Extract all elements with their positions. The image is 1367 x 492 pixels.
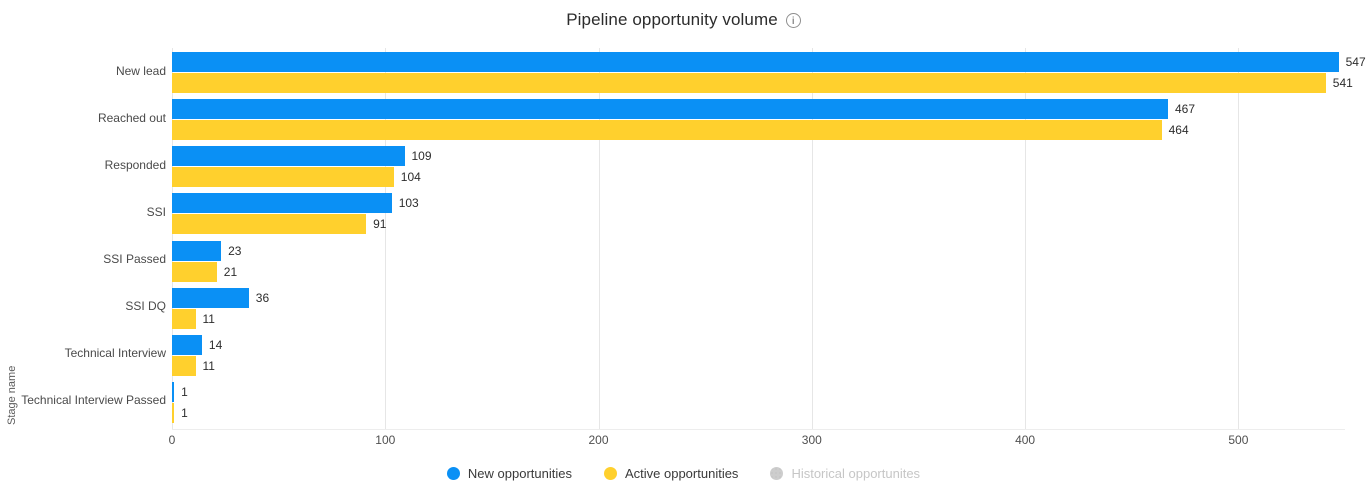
bar-value-label: 11 bbox=[202, 358, 215, 373]
bar-value-label: 23 bbox=[228, 243, 242, 258]
legend-item-new-opportunities[interactable]: New opportunities bbox=[446, 466, 572, 481]
bar-value-label: 103 bbox=[398, 196, 419, 211]
gridline-500 bbox=[1238, 48, 1240, 429]
bar-responded-new[interactable] bbox=[172, 146, 405, 167]
bar-ssi-new[interactable] bbox=[172, 193, 392, 214]
bar-reached-out-active[interactable] bbox=[172, 120, 1162, 141]
bar-value-label: 11 bbox=[202, 311, 215, 326]
legend-label: New opportunities bbox=[467, 466, 572, 481]
bar-ssi-dq-new[interactable] bbox=[172, 287, 249, 308]
category-label-responded: Responded bbox=[104, 157, 166, 172]
bar-ssi-passed-new[interactable] bbox=[172, 240, 222, 261]
chart-header: Pipeline opportunity volume i bbox=[0, 10, 1367, 30]
x-axis-line bbox=[172, 429, 1345, 430]
bar-value-label: 467 bbox=[1175, 102, 1196, 117]
legend-item-active-opportunities[interactable]: Active opportunities bbox=[603, 466, 739, 481]
legend-dot bbox=[770, 467, 784, 480]
category-label-reached-out: Reached out bbox=[97, 110, 166, 125]
plot-area: 547 541 467 464 109 104 103 91 23 21 36 11 14 11 1 1 bbox=[172, 48, 1366, 429]
bar-value-label: 21 bbox=[223, 264, 238, 279]
bar-value-label: 36 bbox=[255, 290, 270, 305]
legend-dot bbox=[446, 467, 460, 480]
gridline-0 bbox=[172, 48, 173, 429]
bar-value-label: 109 bbox=[411, 149, 432, 164]
bar-new-lead-active[interactable] bbox=[172, 73, 1326, 93]
bar-responded-active[interactable] bbox=[172, 167, 394, 188]
bar-value-label: 91 bbox=[373, 217, 387, 232]
chart-title: Pipeline opportunity volume bbox=[566, 10, 778, 29]
category-label-technical-interview-passed: Technical Interview Passed bbox=[21, 393, 166, 408]
category-label-ssi: SSI bbox=[146, 204, 166, 219]
bar-technical-interview-active[interactable] bbox=[172, 355, 196, 376]
gridline-300 bbox=[811, 48, 813, 429]
bar-value-label: 1 bbox=[181, 405, 188, 420]
bar-value-label: 547 bbox=[1345, 55, 1366, 69]
bar-new-lead-new[interactable] bbox=[172, 52, 1339, 72]
bar-value-label: 104 bbox=[400, 170, 421, 185]
bar-technical-interview-new[interactable] bbox=[172, 334, 202, 355]
category-label-technical-interview: Technical Interview bbox=[64, 346, 166, 361]
legend-dot bbox=[603, 467, 617, 480]
gridline-100 bbox=[385, 48, 387, 429]
legend-item-historical-opportunites[interactable]: Historical opportunites bbox=[770, 466, 920, 481]
bar-ssi-active[interactable] bbox=[172, 214, 367, 235]
gridline-200 bbox=[598, 48, 600, 429]
x-tick-label-100: 100 bbox=[375, 433, 396, 447]
gridline-400 bbox=[1025, 48, 1027, 429]
x-tick-label-400: 400 bbox=[1015, 433, 1036, 447]
bar-technical-interview-passed-new[interactable] bbox=[172, 381, 175, 402]
bar-reached-out-new[interactable] bbox=[172, 99, 1168, 120]
bar-ssi-passed-active[interactable] bbox=[172, 261, 217, 282]
x-tick-label-500: 500 bbox=[1228, 433, 1249, 447]
info-icon[interactable]: i bbox=[785, 12, 801, 28]
legend-label: Active opportunities bbox=[624, 466, 739, 481]
x-tick-label-300: 300 bbox=[801, 433, 822, 447]
bar-ssi-dq-active[interactable] bbox=[172, 308, 196, 329]
category-label-ssi-passed: SSI Passed bbox=[103, 252, 166, 267]
category-label-new-lead: New lead bbox=[115, 63, 166, 78]
y-axis-title: Stage name bbox=[6, 365, 18, 425]
legend: New opportunities Active opportunities His… bbox=[0, 466, 1367, 481]
x-tick-label-200: 200 bbox=[588, 433, 609, 447]
x-tick-label-0: 0 bbox=[168, 433, 176, 447]
bar-value-label: 541 bbox=[1332, 76, 1353, 90]
bar-value-label: 1 bbox=[181, 384, 188, 399]
bar-technical-interview-passed-active[interactable] bbox=[172, 402, 175, 423]
category-label-ssi-dq: SSI DQ bbox=[125, 299, 166, 314]
bar-value-label: 14 bbox=[208, 337, 223, 352]
legend-label: Historical opportunites bbox=[791, 466, 921, 481]
bar-value-label: 464 bbox=[1168, 123, 1189, 138]
